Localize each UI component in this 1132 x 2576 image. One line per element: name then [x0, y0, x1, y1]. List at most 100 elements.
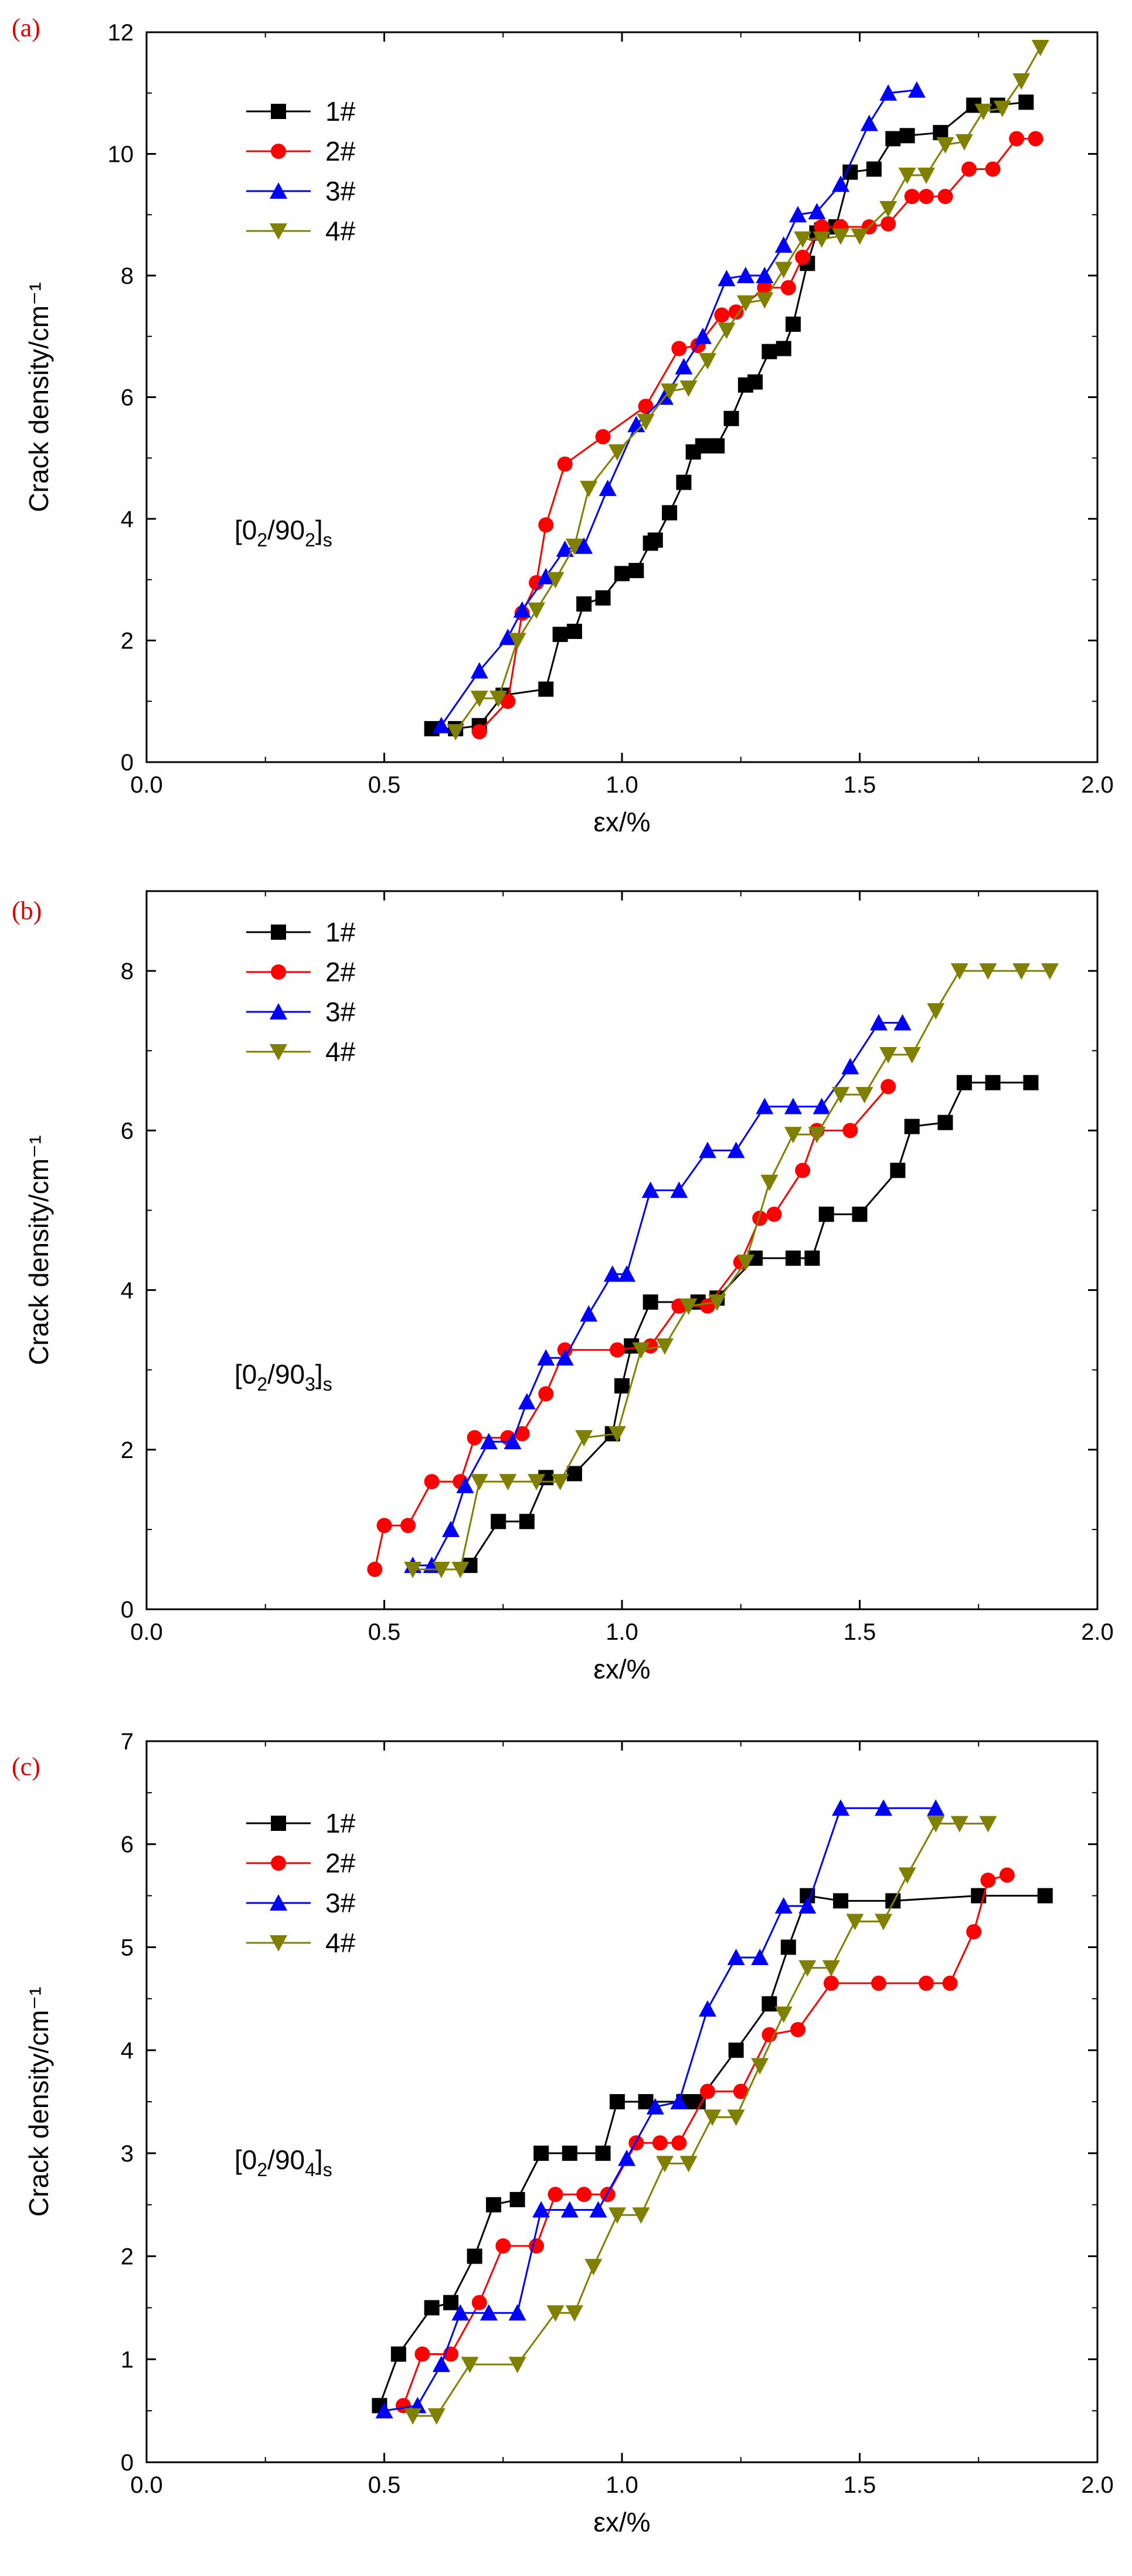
data-point	[956, 1075, 972, 1090]
legend-label: 2#	[325, 957, 356, 987]
data-point	[513, 601, 531, 618]
data-point	[533, 2145, 549, 2161]
data-point	[424, 2300, 440, 2316]
data-point	[927, 1003, 945, 1020]
y-tick-label: 4	[121, 1278, 134, 1304]
x-tick-label: 1.0	[606, 2472, 638, 2498]
data-point	[608, 1426, 626, 1443]
data-point	[784, 1127, 802, 1144]
data-point	[427, 2408, 446, 2425]
data-point	[699, 2084, 715, 2099]
y-tick-label: 6	[121, 1832, 134, 1858]
data-point	[562, 2145, 577, 2161]
data-point	[718, 270, 736, 287]
data-point	[813, 1097, 831, 1114]
data-point	[508, 633, 526, 650]
data-point	[709, 438, 725, 454]
y-axis-title: Crack density/cm⁻¹	[23, 1987, 54, 2217]
panel-c: (c) 0.0 0.5 1.0 1.5 2.0 0 1 2 3 4 5 6 7 εx/% Crack dens…	[12, 1729, 1114, 2537]
data-point	[467, 1430, 482, 1446]
y-tick-label: 12	[108, 20, 134, 46]
data-point	[575, 1430, 593, 1447]
data-point	[671, 2135, 687, 2151]
annotation-text: /90	[267, 2145, 305, 2175]
legend-label: 3#	[325, 176, 356, 206]
data-point	[756, 267, 774, 283]
data-point	[804, 1250, 820, 1266]
x-tick-label: 2.0	[1081, 1619, 1114, 1645]
legend-label: 4#	[325, 216, 356, 246]
annotation-subscript: 3	[305, 1374, 315, 1395]
y-tick-label: 4	[121, 507, 134, 532]
data-point	[961, 161, 977, 177]
data-point	[907, 81, 926, 98]
data-point	[698, 1141, 716, 1158]
data-point	[881, 216, 896, 232]
data-point	[833, 1893, 849, 1909]
series-1#	[372, 1888, 1053, 2414]
panel-label: (a)	[12, 13, 40, 42]
legend-marker	[270, 1894, 287, 1911]
x-tick-label: 1.0	[606, 1619, 638, 1645]
data-point	[471, 2295, 487, 2310]
legend-marker	[270, 1935, 287, 1952]
data-point	[675, 358, 693, 375]
x-tick-label: 2.0	[1081, 772, 1114, 798]
legend-label: 1#	[325, 96, 356, 127]
annotation-subscript: s	[323, 1374, 332, 1395]
data-point	[491, 1514, 506, 1530]
data-point	[390, 2346, 406, 2362]
x-tick-label: 1.0	[606, 772, 638, 798]
series-line	[469, 1082, 1031, 1566]
data-point	[486, 2197, 502, 2213]
data-point	[708, 1294, 726, 1311]
data-point	[774, 261, 793, 278]
legend-marker	[270, 182, 287, 199]
y-tick-label: 4	[121, 2038, 134, 2064]
legend-label: 2#	[325, 136, 356, 166]
data-point	[776, 341, 791, 356]
y-tick-label: 0	[121, 1597, 134, 1623]
legend-label: 1#	[325, 1808, 356, 1838]
data-point	[551, 1474, 569, 1491]
data-point	[728, 304, 744, 320]
data-point	[652, 2135, 668, 2151]
data-point	[556, 540, 574, 557]
data-point	[727, 1141, 745, 1158]
annotation-text: /90	[267, 515, 305, 545]
data-point	[698, 353, 716, 370]
data-point	[661, 383, 679, 400]
series-4#	[404, 963, 1059, 1578]
data-point	[756, 292, 774, 309]
data-point	[643, 1294, 658, 1310]
data-point	[676, 474, 692, 490]
legend-marker	[271, 964, 286, 980]
x-tick-label: 1.5	[844, 2472, 876, 2498]
data-point	[813, 231, 831, 248]
data-point	[1041, 963, 1059, 980]
data-point	[832, 1799, 850, 1816]
data-point	[546, 2305, 565, 2322]
data-point	[927, 1816, 945, 1833]
data-point	[879, 200, 898, 218]
data-point	[714, 307, 730, 323]
data-point	[756, 1097, 774, 1114]
y-tick-label: 8	[121, 263, 134, 289]
data-point	[808, 203, 826, 220]
data-point	[584, 2259, 603, 2276]
data-point	[514, 1426, 530, 1442]
data-point	[528, 602, 546, 619]
data-point	[985, 1075, 1001, 1090]
annotation-subscript: 2	[257, 529, 267, 550]
data-point	[432, 716, 450, 733]
panel-label: (c)	[12, 1752, 40, 1781]
data-point	[589, 2201, 607, 2218]
laminate-annotation: [02/902]s	[234, 515, 332, 550]
data-point	[641, 1181, 660, 1198]
data-point	[993, 100, 1011, 117]
y-tick-label: 2	[121, 2244, 134, 2270]
x-tick-label: 0.0	[130, 1619, 163, 1645]
data-point	[774, 2006, 793, 2023]
y-tick-label: 7	[121, 1729, 134, 1755]
